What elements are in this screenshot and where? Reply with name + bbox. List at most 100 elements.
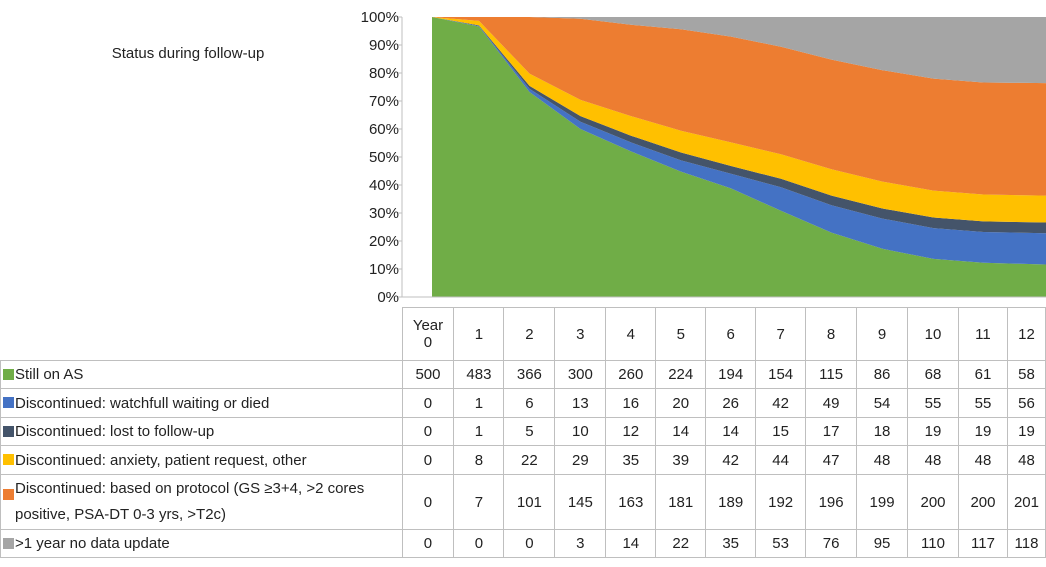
legend-entry: Discontinued: anxiety, patient request, …	[0, 445, 403, 475]
data-cell: 19	[957, 417, 1008, 446]
series-name: Discontinued: lost to follow-up	[15, 423, 215, 440]
x-tick-label: 9	[856, 307, 909, 361]
series-name: Discontinued: based on protocol (GS ≥3+4…	[15, 480, 365, 523]
series-name: >1 year no data update	[15, 535, 170, 552]
table-corner	[1, 308, 403, 361]
data-table-container: Year 0 1 2 3 4 5 6 7 8 9 10 11 12 Still on AS 500 483 366…	[0, 307, 1046, 558]
table-header-row: Year 0 1 2 3 4 5 6 7 8 9 10 11 12	[1, 307, 1046, 361]
series-area-1	[432, 17, 1046, 297]
data-cell: 0	[503, 529, 556, 558]
data-cell: 19	[1006, 417, 1046, 446]
data-cell: 95	[856, 529, 909, 558]
y-tick-label: 80%	[369, 65, 399, 82]
data-cell: 0	[453, 529, 505, 558]
data-cell: 0	[401, 529, 455, 558]
data-cell: 58	[1006, 360, 1046, 389]
y-tick-label: 90%	[369, 37, 399, 54]
data-cell: 48	[1006, 445, 1046, 475]
x-tick-label: 7	[755, 307, 807, 361]
data-cell: 500	[401, 360, 455, 389]
data-cell: 29	[554, 445, 607, 475]
data-cell: 196	[805, 474, 858, 530]
data-cell: 26	[705, 388, 757, 418]
series-area-5	[432, 17, 1046, 196]
legend-swatch	[3, 489, 14, 500]
data-cell: 55	[907, 388, 959, 418]
data-cell: 117	[957, 529, 1008, 558]
data-cell: 118	[1006, 529, 1046, 558]
data-cell: 13	[554, 388, 607, 418]
data-cell: 17	[805, 417, 858, 446]
data-cell: 39	[655, 445, 707, 475]
data-cell: 1	[453, 417, 505, 446]
chart-annotation: Status during follow-up	[112, 45, 265, 62]
table-row: >1 year no data update 0 0 0 3 14 22 35 53 76 95 11…	[0, 529, 1046, 558]
y-tick-label: 30%	[369, 205, 399, 222]
data-cell: 42	[705, 445, 757, 475]
data-cell: 15	[755, 417, 807, 446]
data-cell: 0	[401, 445, 455, 475]
x-tick-label: 8	[805, 307, 858, 361]
series-area-6	[432, 17, 1046, 84]
x-tick-label: 6	[705, 307, 757, 361]
legend-entry: Discontinued: based on protocol (GS ≥3+4…	[0, 474, 403, 530]
data-cell: 10	[554, 417, 607, 446]
legend-swatch	[3, 454, 14, 465]
series-area-2	[432, 17, 1046, 265]
data-cell: 115	[805, 360, 858, 389]
legend-swatch	[3, 368, 14, 380]
data-cell: 76	[805, 529, 858, 558]
legend-entry: Discontinued: watchfull waiting or died	[0, 388, 403, 418]
data-cell: 0	[401, 417, 455, 446]
data-cell: 200	[957, 474, 1008, 530]
data-cell: 154	[755, 360, 807, 389]
data-cell: 181	[655, 474, 707, 530]
legend-entry: Discontinued: lost to follow-up	[0, 417, 403, 446]
series-area-4	[432, 17, 1046, 223]
data-cell: 48	[957, 445, 1008, 475]
data-cell: 22	[503, 445, 556, 475]
x-tick-label: 3	[554, 307, 607, 361]
y-tick-label: 10%	[369, 261, 399, 278]
data-cell: 8	[453, 445, 505, 475]
data-cell: 199	[856, 474, 909, 530]
data-cell: 7	[453, 474, 505, 530]
legend-entry: >1 year no data update	[0, 529, 403, 558]
data-cell: 189	[705, 474, 757, 530]
data-cell: 47	[805, 445, 858, 475]
data-cell: 3	[554, 529, 607, 558]
x-tick-label: 11	[957, 307, 1008, 361]
data-cell: 101	[503, 474, 556, 530]
table-row: Discontinued: anxiety, patient request, …	[0, 445, 1046, 475]
data-cell: 194	[705, 360, 757, 389]
data-cell: 5	[503, 417, 556, 446]
data-table: Year 0 1 2 3 4 5 6 7 8 9 10 11 12 Still on AS 500 483 366…	[0, 307, 1046, 558]
data-cell: 35	[605, 445, 657, 475]
data-cell: 86	[856, 360, 909, 389]
data-cell: 44	[755, 445, 807, 475]
data-cell: 49	[805, 388, 858, 418]
y-tick-label: 40%	[369, 177, 399, 194]
status-area-chart: Status during follow-up 0% 10% 20% 30% 40% 50%…	[112, 9, 1046, 306]
data-cell: 1	[453, 388, 505, 418]
data-cell: 0	[401, 474, 455, 530]
data-cell: 260	[605, 360, 657, 389]
data-cell: 14	[655, 417, 707, 446]
data-cell: 0	[401, 388, 455, 418]
y-tick-label: 0%	[377, 289, 399, 306]
x-tick-label: 12	[1006, 307, 1046, 361]
legend-swatch	[3, 425, 14, 437]
data-cell: 54	[856, 388, 909, 418]
legend-swatch	[3, 537, 14, 549]
data-cell: 19	[907, 417, 959, 446]
x-tick-label: 1	[453, 307, 505, 361]
data-cell: 192	[755, 474, 807, 530]
y-tick-label: 60%	[369, 121, 399, 138]
data-cell: 42	[755, 388, 807, 418]
data-cell: 16	[605, 388, 657, 418]
x-tick-label: 2	[503, 307, 556, 361]
data-cell: 300	[554, 360, 607, 389]
table-row: Still on AS 500 483 366 300 260 224 194 154 115 86…	[0, 360, 1046, 389]
y-tick-label: 20%	[369, 233, 399, 250]
data-cell: 145	[554, 474, 607, 530]
